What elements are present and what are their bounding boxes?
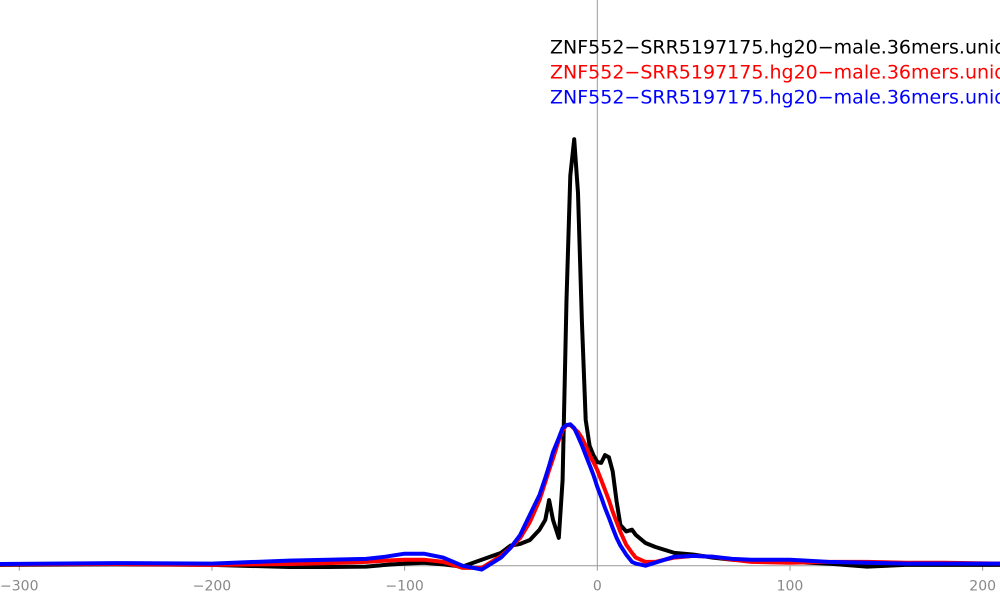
x-tick-label: −300 <box>0 579 38 595</box>
plot-area <box>0 137 1000 572</box>
x-tick-label: 0 <box>593 579 602 595</box>
series-line <box>0 137 1000 569</box>
series-line <box>0 422 1000 572</box>
legend: ZNF552−SRR5197175.hg20−male.36mers.uniq Z… <box>550 37 1000 109</box>
x-tick-label: −100 <box>385 579 423 595</box>
series-line <box>0 423 1000 570</box>
x-tick-label: 200 <box>969 579 996 595</box>
x-tick-label: 100 <box>777 579 804 595</box>
legend-entry: ZNF552−SRR5197175.hg20−male.36mers.uniq <box>550 37 1000 59</box>
legend-entry: ZNF552−SRR5197175.hg20−male.36mers.uniq <box>550 62 1000 84</box>
x-tick-label: −200 <box>193 579 231 595</box>
legend-entry: ZNF552−SRR5197175.hg20−male.36mers.uniq <box>550 87 1000 109</box>
